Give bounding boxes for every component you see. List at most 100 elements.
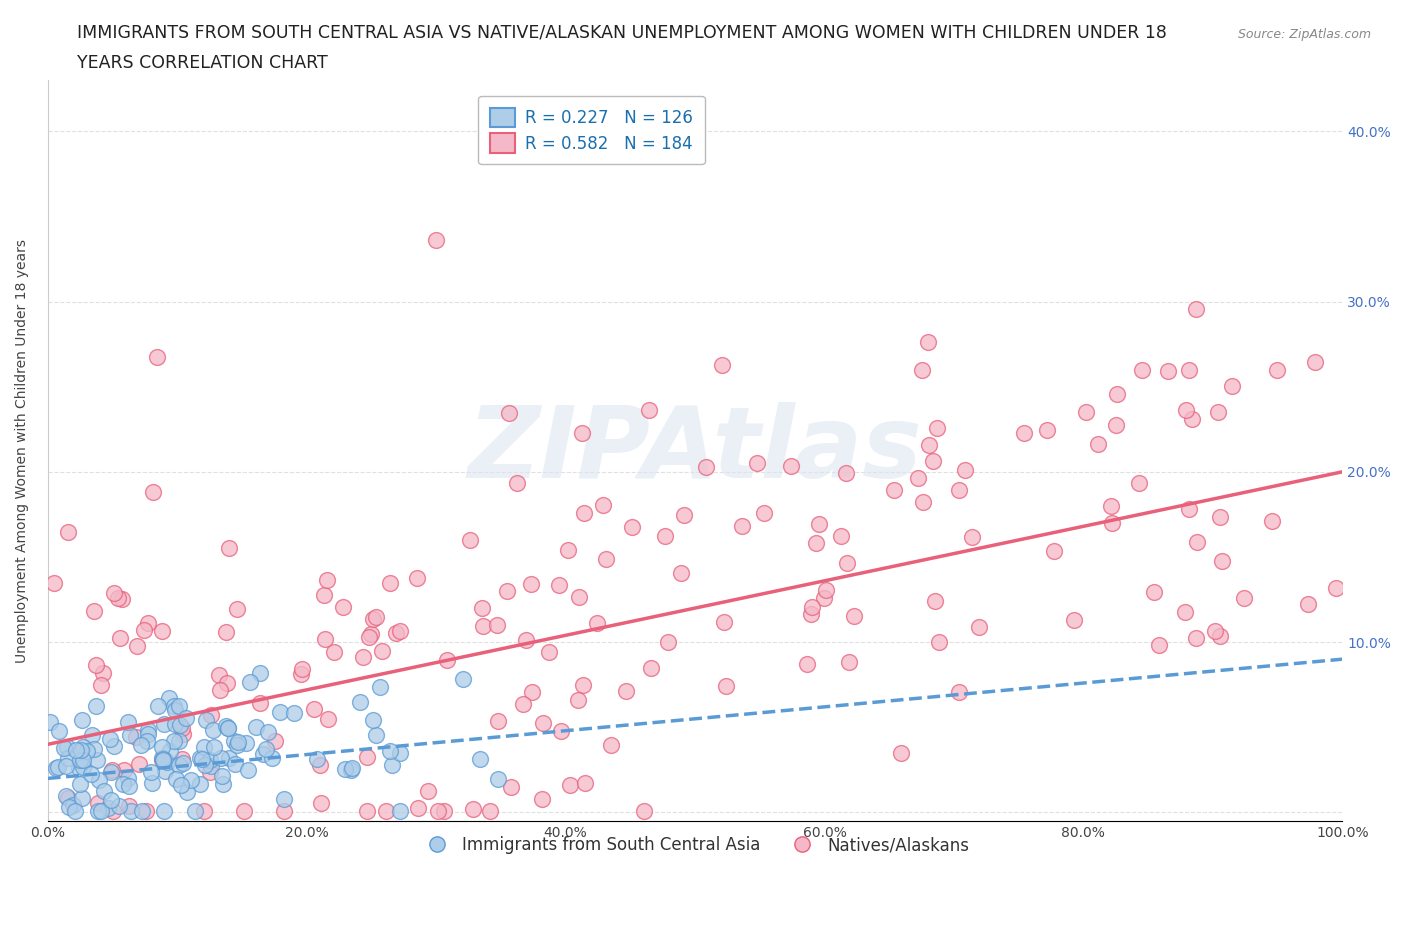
Point [568,590,591,604]
Point [1233,591,1256,605]
Point [290,667,312,682]
Point [1303,354,1326,369]
Point [780,458,803,473]
Point [371,644,394,658]
Point [117,714,139,729]
Point [217,675,239,690]
Point [48,724,70,738]
Point [256,724,278,739]
Point [1128,476,1150,491]
Point [146,699,169,714]
Point [72,760,94,775]
Point [800,606,823,621]
Point [340,763,363,777]
Point [215,719,238,734]
Point [967,620,990,635]
Point [100,764,122,779]
Point [571,425,593,440]
Point [640,660,662,675]
Point [86,752,108,767]
Point [174,711,197,725]
Point [172,751,194,766]
Point [669,565,692,580]
Text: ZIPAtlas: ZIPAtlas [468,402,922,499]
Point [167,698,190,713]
Point [364,609,387,624]
Point [1132,363,1154,378]
Point [713,615,735,630]
Point [356,804,378,818]
Point [1076,405,1098,419]
Point [65,742,87,757]
Point [1174,403,1197,418]
Point [146,350,169,365]
Point [245,720,267,735]
Point [150,623,173,638]
Point [911,494,934,509]
Point [710,358,733,373]
Point [547,578,569,592]
Point [273,804,295,818]
Point [200,759,222,774]
Point [1220,379,1243,393]
Text: Source: ZipAtlas.com: Source: ZipAtlas.com [1237,28,1371,41]
Point [70,742,93,757]
Point [807,516,830,531]
Point [368,680,391,695]
Point [349,695,371,710]
Point [217,721,239,736]
Point [264,734,287,749]
Point [249,666,271,681]
Point [389,624,412,639]
Point [340,760,363,775]
Point [125,639,148,654]
Point [56,525,79,539]
Point [167,734,190,749]
Point [813,591,835,605]
Point [311,796,333,811]
Point [468,751,491,766]
Point [218,540,240,555]
Point [225,602,247,617]
Point [531,716,554,731]
Point [436,652,458,667]
Point [72,752,94,767]
Point [208,683,231,698]
Point [69,777,91,791]
Point [425,233,447,248]
Point [479,804,502,818]
Point [86,795,108,810]
Point [1209,629,1232,644]
Point [163,698,186,713]
Point [1143,585,1166,600]
Point [165,772,187,787]
Point [180,773,202,788]
Point [1156,364,1178,379]
Point [172,727,194,742]
Point [262,751,284,765]
Point [374,804,396,818]
Point [924,593,946,608]
Point [1185,302,1208,317]
Point [82,727,104,742]
Point [948,483,970,498]
Point [800,600,823,615]
Point [433,804,456,818]
Point [953,463,976,478]
Point [128,756,150,771]
Point [416,783,439,798]
Point [169,718,191,733]
Point [72,740,94,755]
Point [273,792,295,807]
Point [176,784,198,799]
Point [56,790,79,805]
Point [838,655,860,670]
Point [633,804,655,818]
Point [254,742,277,757]
Point [574,506,596,521]
Point [136,734,159,749]
Point [314,631,336,646]
Point [928,634,950,649]
Point [406,801,429,816]
Point [84,658,107,672]
